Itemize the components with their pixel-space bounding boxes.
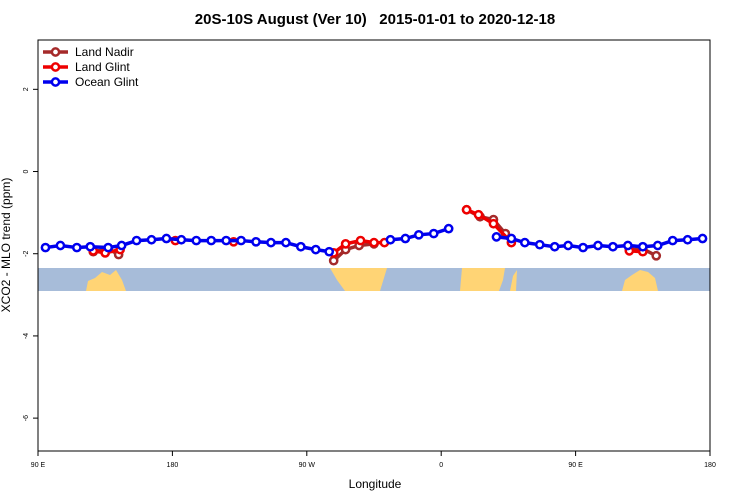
data-point <box>40 242 51 253</box>
data-point <box>295 241 306 252</box>
x-tick-label: 90 W <box>299 462 316 469</box>
data-point <box>491 232 502 242</box>
data-point <box>563 240 573 251</box>
data-point <box>578 242 588 253</box>
x-tick-label: 90 E <box>31 462 46 469</box>
data-point <box>697 233 708 244</box>
data-point <box>369 237 379 248</box>
series-line <box>92 208 658 262</box>
data-point <box>473 209 484 220</box>
data-point <box>519 237 530 248</box>
y-tick-label: -6 <box>23 415 30 421</box>
y-tick-label: -4 <box>23 333 30 339</box>
data-point <box>651 250 662 261</box>
data-point <box>488 218 499 229</box>
data-point <box>623 240 633 251</box>
legend-label: Land Glint <box>75 60 130 74</box>
data-point <box>55 240 66 251</box>
data-point <box>146 234 157 245</box>
data-point <box>667 235 678 246</box>
data-point <box>443 223 454 234</box>
data-point <box>103 242 114 253</box>
plot-frame <box>37 39 711 452</box>
x-tick-label: 180 <box>167 462 179 469</box>
data-point <box>310 244 321 255</box>
data-point <box>413 229 424 240</box>
data-point <box>682 234 693 245</box>
data-point <box>236 235 246 246</box>
x-axis-label: Longitude <box>349 477 402 491</box>
data-point <box>71 242 82 253</box>
data-point <box>328 255 339 266</box>
chart-title: 20S-10S August (Ver 10) 2015-01-01 to 20… <box>195 11 555 28</box>
data-point <box>385 234 396 245</box>
data-point <box>593 240 603 251</box>
data-point <box>281 237 291 248</box>
legend-label: Land Nadir <box>75 45 134 59</box>
map-strip <box>38 268 710 291</box>
data-point <box>324 246 335 257</box>
legend-marker <box>50 77 61 87</box>
data-point <box>428 228 439 239</box>
data-point <box>652 240 663 251</box>
legend-marker <box>50 62 61 72</box>
data-point <box>176 234 187 245</box>
data-point <box>534 239 545 250</box>
data-point <box>85 241 96 252</box>
data-point <box>461 204 472 215</box>
data-point <box>116 240 127 251</box>
data-point <box>549 241 560 252</box>
data-point <box>251 236 261 247</box>
legend-label: Ocean Glint <box>75 75 139 89</box>
y-tick-label: 0 <box>23 169 30 173</box>
legend-marker <box>50 47 61 57</box>
data-point <box>206 235 217 246</box>
data-point <box>608 241 618 252</box>
y-tick-label: -2 <box>23 251 30 257</box>
data-point <box>131 235 142 246</box>
data-point <box>506 233 517 244</box>
data-point <box>355 235 366 246</box>
x-tick-label: 90 E <box>568 462 583 469</box>
data-point <box>161 233 172 244</box>
y-axis-label: XCO2 - MLO trend (ppm) <box>0 178 13 313</box>
data-point <box>637 241 648 252</box>
x-tick-label: 180 <box>704 462 716 469</box>
data-point <box>191 235 202 246</box>
data-point <box>400 233 411 244</box>
y-tick-label: 2 <box>23 87 30 91</box>
data-point <box>340 239 351 249</box>
x-tick-label: 0 <box>439 462 443 469</box>
data-point <box>266 237 276 248</box>
data-point <box>221 235 232 246</box>
